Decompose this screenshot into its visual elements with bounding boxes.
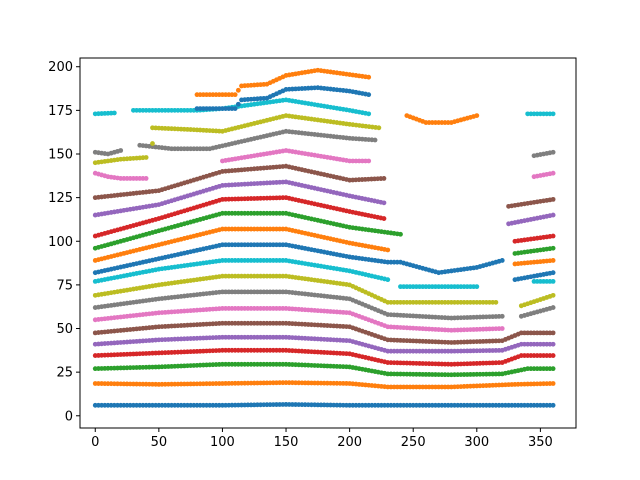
data-point xyxy=(376,125,382,131)
data-point xyxy=(550,233,556,239)
data-point xyxy=(381,200,387,206)
series-1 xyxy=(92,380,556,390)
y-tick-label: 200 xyxy=(48,60,73,75)
data-point xyxy=(550,381,556,386)
series-0 xyxy=(92,402,556,408)
x-tick-label: 200 xyxy=(337,435,362,450)
series-18 xyxy=(92,113,382,166)
data-point xyxy=(474,113,480,118)
data-point xyxy=(499,326,505,331)
data-point xyxy=(366,158,372,164)
series-12 xyxy=(92,210,556,256)
series-7 xyxy=(92,289,556,321)
x-tick-label: 350 xyxy=(528,435,553,450)
data-point xyxy=(381,176,387,181)
data-point xyxy=(550,341,556,347)
data-point xyxy=(550,258,556,263)
data-point xyxy=(366,92,372,98)
data-point xyxy=(118,148,124,153)
series-15 xyxy=(92,163,556,209)
y-tick-label: 0 xyxy=(65,409,73,424)
data-point xyxy=(550,402,556,408)
data-point xyxy=(550,196,556,202)
series-21 xyxy=(194,67,480,125)
y-tick-label: 50 xyxy=(56,322,73,337)
data-point xyxy=(143,155,149,160)
data-point xyxy=(550,245,556,251)
data-point xyxy=(550,149,556,155)
data-point xyxy=(381,216,387,221)
data-point xyxy=(385,247,391,253)
x-tick-label: 50 xyxy=(151,435,168,450)
series-16 xyxy=(92,148,556,181)
data-point xyxy=(474,284,480,290)
data-point xyxy=(232,106,238,112)
data-point xyxy=(235,87,241,93)
data-point xyxy=(550,366,556,372)
series-10 xyxy=(92,242,556,283)
y-tick-label: 75 xyxy=(56,278,73,293)
data-point xyxy=(550,170,556,176)
series-20 xyxy=(194,85,372,112)
data-point xyxy=(111,110,117,116)
data-point xyxy=(232,92,238,98)
series-2 xyxy=(92,361,556,378)
series-11 xyxy=(92,226,556,267)
data-point xyxy=(366,74,372,80)
data-point xyxy=(493,299,499,305)
series-6 xyxy=(92,306,505,333)
x-axis: 0 50 100 150 200 250 300 350 xyxy=(91,428,553,450)
data-point xyxy=(550,330,556,336)
y-tick-label: 175 xyxy=(48,104,73,119)
data-point xyxy=(550,279,556,284)
series-9 xyxy=(92,258,556,290)
x-tick-label: 100 xyxy=(210,435,235,450)
data-point xyxy=(550,111,556,117)
series-5 xyxy=(92,320,556,345)
data-point xyxy=(235,101,241,107)
x-tick-label: 250 xyxy=(401,435,426,450)
plot-frame xyxy=(79,57,577,429)
data-point xyxy=(550,305,556,310)
y-tick-label: 125 xyxy=(48,191,73,206)
y-axis: 0 25 50 75 100 125 150 175 200 xyxy=(48,60,80,424)
data-point xyxy=(366,111,372,117)
x-tick-label: 150 xyxy=(274,435,299,450)
data-point xyxy=(550,292,556,298)
data-point xyxy=(372,137,378,143)
y-tick-label: 150 xyxy=(48,147,73,162)
series-14 xyxy=(92,179,556,227)
y-tick-label: 100 xyxy=(48,235,73,250)
data-point xyxy=(499,258,505,263)
series-13 xyxy=(92,195,556,244)
series-17 xyxy=(92,128,556,159)
x-tick-label: 0 xyxy=(91,435,99,450)
series-4 xyxy=(92,334,556,354)
data-point xyxy=(550,353,556,358)
data-point xyxy=(385,277,391,283)
data-point xyxy=(550,212,556,218)
series-8 xyxy=(92,273,556,309)
data-marks xyxy=(92,67,556,408)
x-tick-label: 300 xyxy=(464,435,489,450)
data-point xyxy=(398,231,403,237)
y-tick-label: 25 xyxy=(56,366,73,381)
data-point xyxy=(499,313,505,319)
series-3 xyxy=(92,347,556,367)
data-point xyxy=(150,141,155,146)
data-point xyxy=(550,270,556,276)
data-point xyxy=(143,176,149,181)
